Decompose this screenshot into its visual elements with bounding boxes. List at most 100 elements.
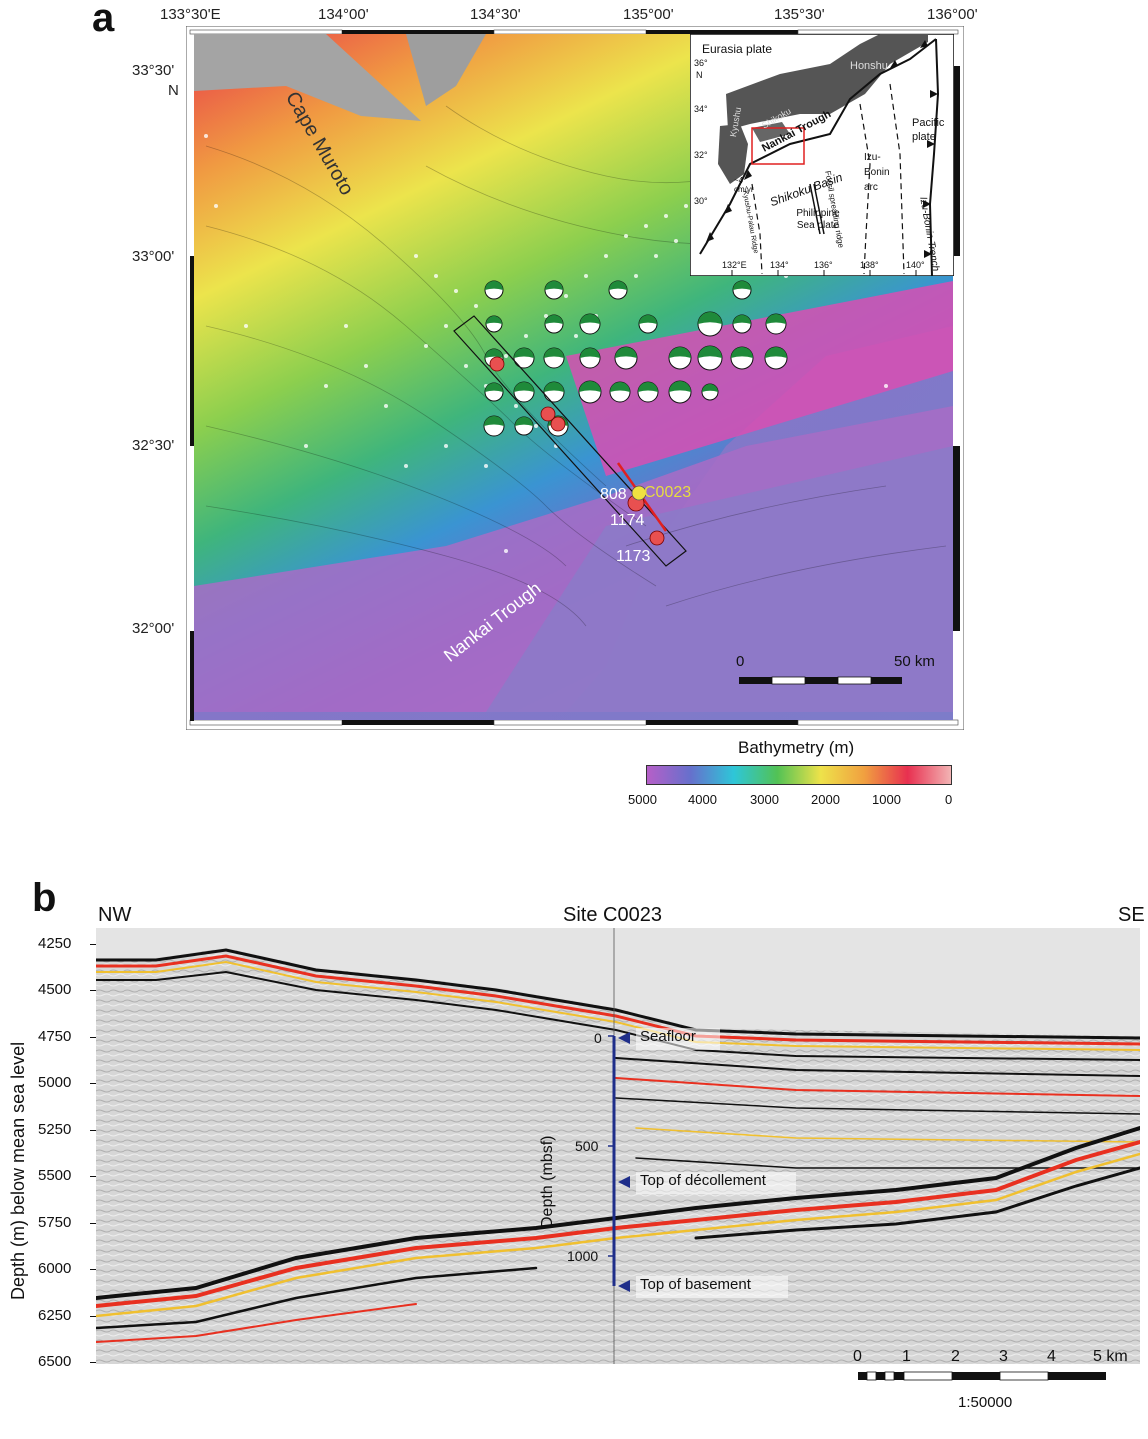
y-tick-label: 5000 xyxy=(38,1074,72,1092)
nw-label: NW xyxy=(98,904,132,926)
focal-mechanism-quadrant xyxy=(638,382,658,392)
scale-end-label: 50 km xyxy=(894,653,935,670)
y-tick-mark xyxy=(90,1036,96,1038)
focal-mechanism-quadrant xyxy=(514,382,534,392)
borehole-axis-label: Depth (mbsf) xyxy=(539,1135,556,1228)
lon-tick: 136°00' xyxy=(927,6,978,23)
panel-a-label: a xyxy=(92,0,115,40)
scale-tick: 4 xyxy=(1047,1348,1056,1365)
focal-mechanism-quadrant xyxy=(545,315,563,324)
inset-label-pacific: Pacific plate xyxy=(912,117,945,143)
focal-mechanism-quadrant xyxy=(484,416,504,426)
inset-lat-36-unit: N xyxy=(696,70,703,80)
scale-ratio: 1:50000 xyxy=(958,1394,1013,1411)
borehole-tick: 0 xyxy=(594,1030,602,1046)
focal-mechanism-quadrant xyxy=(610,382,630,392)
site-label-808: 808 xyxy=(600,486,627,503)
focal-mechanism-quadrant xyxy=(544,348,564,358)
inset-lon-tick: 132°E xyxy=(722,260,747,270)
inset-lat-30: 30° xyxy=(694,196,708,206)
y-tick-label: 5500 xyxy=(38,1167,72,1185)
scale-start-label: 0 xyxy=(736,653,745,670)
focal-mechanism-quadrant xyxy=(698,346,722,358)
bathymetry-colorbar xyxy=(646,765,952,785)
inset-label-izu-arc: Izu-Bonin arc xyxy=(864,152,890,193)
focal-mechanism-quadrant xyxy=(639,315,657,324)
focal-mechanism-quadrant xyxy=(485,349,503,358)
inset-lon-tick: 138° xyxy=(860,260,879,270)
inset-lon-tick: 134° xyxy=(770,260,789,270)
inset-label-ph-sea: Philippine Sea plate xyxy=(796,208,840,231)
focal-mechanism-quadrant xyxy=(485,281,503,290)
y-tick-label: 5750 xyxy=(38,1213,72,1231)
focal-mechanism-quadrant xyxy=(545,281,563,290)
scale-tick: 5 km xyxy=(1093,1348,1128,1365)
site-label-1173: 1173 xyxy=(616,548,651,565)
scale-tick: 3 xyxy=(999,1348,1008,1365)
map-scale-bar xyxy=(739,676,902,685)
y-tick-mark xyxy=(90,1176,96,1178)
inset-lat-32: 32° xyxy=(694,150,708,160)
focal-mechanism-quadrant xyxy=(544,382,564,392)
panel-b-label: b xyxy=(32,876,57,920)
y-tick-label: 6500 xyxy=(38,1353,72,1370)
lat-tick: 33°00' xyxy=(132,248,175,265)
y-tick-mark xyxy=(90,1362,96,1363)
focal-mechanism-quadrant xyxy=(669,347,691,358)
lat-unit: N xyxy=(168,82,179,99)
y-axis-label: Depth (m) below mean sea level xyxy=(8,1041,28,1300)
y-tick-label: 4250 xyxy=(38,935,72,952)
colorbar-title: Bathymetry (m) xyxy=(738,738,855,757)
focal-mechanism-quadrant xyxy=(766,314,786,324)
inset-label-rate: ~4 cm/yr xyxy=(734,176,754,194)
lon-tick: 135°30' xyxy=(774,6,825,23)
site-label-c0023: C0023 xyxy=(644,484,692,501)
focal-mechanism-quadrant xyxy=(579,381,601,392)
colorbar-tick: 4000 xyxy=(688,792,717,807)
focal-mechanism-quadrant xyxy=(486,316,502,324)
lon-tick: 133°30'E xyxy=(160,6,221,23)
focal-mechanism-quadrant xyxy=(615,347,637,358)
y-tick-label: 6000 xyxy=(38,1260,72,1278)
inset-label-eurasia: Eurasia plate xyxy=(702,42,773,56)
y-tick-label: 6250 xyxy=(38,1306,72,1324)
focal-mechanism-quadrant xyxy=(698,312,722,324)
inset-label-honshu: Honshu xyxy=(850,60,888,72)
inset-lon-tick: 136° xyxy=(814,260,833,270)
section-scale-bar xyxy=(858,1371,1106,1381)
y-tick-mark xyxy=(90,1129,96,1131)
y-tick-mark xyxy=(90,1083,96,1085)
scale-tick: 1 xyxy=(902,1348,911,1365)
y-tick-label: 5250 xyxy=(38,1120,72,1138)
y-tick-mark xyxy=(90,990,96,992)
focal-mechanism-quadrant xyxy=(485,383,503,392)
borehole-tick: 500 xyxy=(575,1138,599,1154)
focal-mechanism-quadrant xyxy=(580,348,600,358)
focal-mechanism-quadrant xyxy=(515,417,533,426)
y-tick-mark xyxy=(90,1269,96,1271)
inset-lat-36: 36° xyxy=(694,58,708,68)
focal-mechanism-quadrant xyxy=(733,281,751,290)
colorbar-tick: 1000 xyxy=(872,792,901,807)
focal-mechanism-quadrant xyxy=(731,347,753,358)
lon-tick: 134°30' xyxy=(470,6,521,23)
inset-tectonic-map xyxy=(690,34,954,276)
y-tick-mark xyxy=(90,1222,96,1224)
focal-mechanism-quadrant xyxy=(733,315,751,324)
focal-mechanism-quadrant xyxy=(609,281,627,290)
colorbar-tick: 5000 xyxy=(628,792,657,807)
lat-tick: 32°00' xyxy=(132,620,175,637)
scale-tick: 0 xyxy=(853,1348,862,1365)
y-tick-label: 4750 xyxy=(38,1027,72,1045)
lat-tick: 33°30' xyxy=(132,62,175,79)
se-label: SE xyxy=(1118,904,1145,926)
lon-tick: 135°00' xyxy=(623,6,674,23)
decollement-annotation: Top of décollement xyxy=(640,1172,766,1189)
focal-mechanisms xyxy=(483,280,788,437)
basement-annotation: Top of basement xyxy=(640,1276,751,1293)
colorbar-tick: 2000 xyxy=(811,792,840,807)
focal-mechanism-quadrant xyxy=(580,314,600,324)
site-c0023-header: Site C0023 xyxy=(563,904,662,926)
focal-mechanism-quadrant xyxy=(669,381,691,392)
inset-lat-34: 34° xyxy=(694,104,708,114)
